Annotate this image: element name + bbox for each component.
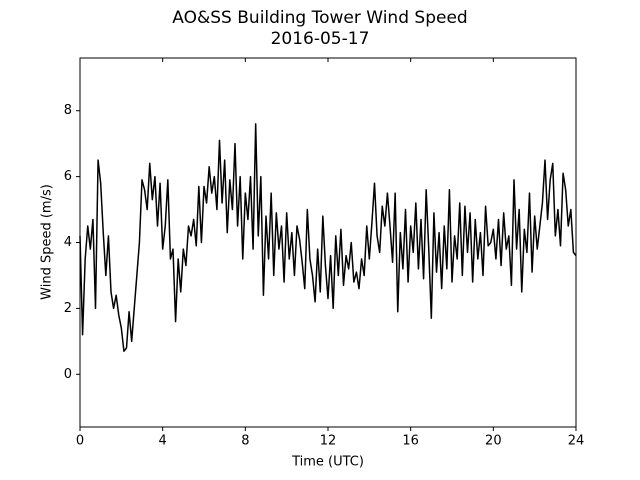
plot-frame: [79, 57, 577, 428]
data-line: [79, 123, 577, 352]
y-tick-label: 0: [64, 367, 72, 382]
y-axis-label: Wind Speed (m/s): [40, 184, 55, 300]
x-tick-label: 4: [159, 434, 167, 449]
y-tick-label: 6: [64, 169, 72, 184]
x-axis-label: Time (UTC): [291, 455, 364, 470]
x-tick-label: 20: [485, 434, 502, 449]
x-tick-label: 0: [76, 434, 84, 449]
chart-subtitle: 2016-05-17: [271, 29, 370, 49]
x-tick-label: 16: [402, 434, 419, 449]
y-tick-label: 2: [64, 301, 72, 316]
chart-title: AO&SS Building Tower Wind Speed: [172, 8, 467, 28]
y-tick-label: 4: [64, 235, 72, 250]
x-tick-label: 12: [320, 434, 337, 449]
x-tick-label: 24: [568, 434, 585, 449]
x-tick-label: 8: [241, 434, 249, 449]
y-tick-label: 8: [64, 103, 72, 118]
